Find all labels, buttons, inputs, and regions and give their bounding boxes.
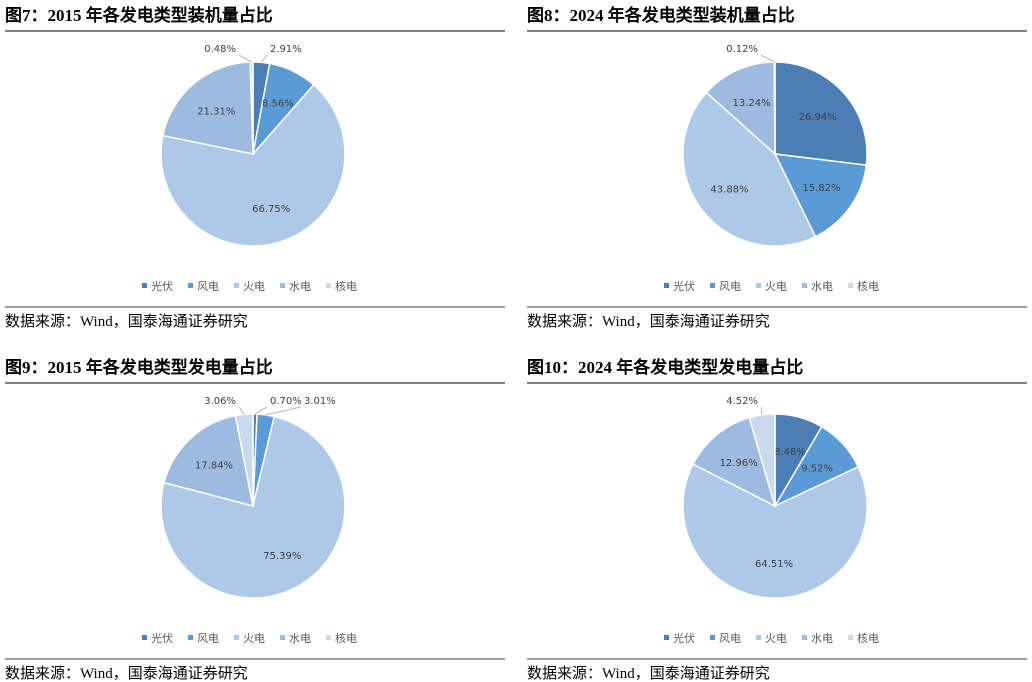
- legend-swatch: [188, 283, 193, 288]
- value-label: 15.82%: [802, 183, 840, 194]
- source-note: 数据来源：Wind，国泰海通证券研究: [527, 313, 770, 330]
- legend-label: 火电: [243, 280, 265, 293]
- legend-label: 光伏: [673, 279, 695, 293]
- legend-swatch: [280, 283, 285, 288]
- value-label: 0.48%: [204, 44, 236, 55]
- source-note: 数据来源：Wind，国泰海通证券研究: [5, 313, 248, 330]
- leader-line: [238, 406, 245, 415]
- value-label: 8.48%: [774, 447, 806, 458]
- chart-title: 图9：2015 年各发电类型发电量占比: [5, 357, 273, 377]
- value-label: 8.56%: [262, 99, 294, 110]
- leader-line: [265, 406, 302, 416]
- legend-swatch: [802, 283, 807, 288]
- pie-slice: [682, 91, 817, 247]
- value-label: 64.51%: [755, 559, 793, 570]
- legend-swatch: [326, 283, 331, 288]
- legend-label: 水电: [289, 280, 311, 293]
- legend-label: 水电: [811, 280, 833, 293]
- leader-line: [238, 54, 252, 63]
- value-label: 2.91%: [270, 44, 302, 55]
- value-label: 17.84%: [195, 460, 233, 471]
- legend-swatch: [710, 283, 715, 288]
- source-note: 数据来源：Wind，国泰海通证券研究: [527, 665, 770, 682]
- legend-label: 光伏: [673, 631, 695, 645]
- pie-slice: [692, 416, 777, 508]
- value-label: 12.96%: [720, 458, 758, 469]
- chart-title: 图8：2024 年各发电类型装机量占比: [527, 5, 795, 25]
- value-label: 0.70%: [270, 396, 302, 407]
- legend-label: 水电: [289, 632, 311, 645]
- pie-slice: [773, 153, 868, 238]
- legend-swatch: [664, 635, 669, 640]
- legend-label: 光伏: [151, 631, 173, 645]
- legend-swatch: [234, 283, 239, 288]
- value-label: 43.88%: [710, 184, 748, 195]
- value-label: 3.06%: [204, 396, 236, 407]
- source-note: 数据来源：Wind，国泰海通证券研究: [5, 665, 248, 682]
- pie-slice: [773, 61, 776, 155]
- leader-line: [760, 406, 763, 415]
- legend-swatch: [848, 283, 853, 288]
- value-label: 13.24%: [732, 98, 770, 109]
- legend-label: 风电: [719, 280, 741, 293]
- value-label: 9.52%: [801, 464, 833, 475]
- legend-label: 光伏: [151, 279, 173, 293]
- pie-slice: [160, 83, 346, 247]
- legend-swatch: [756, 635, 761, 640]
- legend-swatch: [142, 283, 147, 288]
- legend-swatch: [142, 635, 147, 640]
- legend-label: 风电: [197, 632, 219, 645]
- value-label: 0.12%: [726, 44, 758, 55]
- legend-label: 火电: [765, 280, 787, 293]
- pie-slice: [774, 61, 868, 167]
- pie-slice: [161, 61, 254, 155]
- pie-slice: [160, 415, 346, 599]
- legend-label: 火电: [765, 632, 787, 645]
- legend-swatch: [280, 635, 285, 640]
- legend-swatch: [710, 635, 715, 640]
- legend-swatch: [234, 635, 239, 640]
- legend-label: 核电: [335, 631, 357, 645]
- legend-swatch: [756, 283, 761, 288]
- value-label: 75.39%: [263, 551, 301, 562]
- legend-label: 核电: [335, 279, 357, 293]
- legend-label: 核电: [857, 631, 879, 645]
- legend-label: 火电: [243, 632, 265, 645]
- leader-line: [760, 54, 775, 63]
- legend-swatch: [664, 283, 669, 288]
- value-label: 26.94%: [799, 112, 837, 123]
- legend-swatch: [802, 635, 807, 640]
- legend-swatch: [848, 635, 853, 640]
- legend-label: 核电: [857, 279, 879, 293]
- value-label: 66.75%: [252, 204, 290, 215]
- legend-swatch: [188, 635, 193, 640]
- chart-title: 图7：2015 年各发电类型装机量占比: [5, 5, 273, 25]
- legend-swatch: [326, 635, 331, 640]
- leader-line: [254, 406, 268, 415]
- legend-label: 风电: [719, 632, 741, 645]
- legend-label: 水电: [811, 632, 833, 645]
- leader-line: [261, 54, 268, 63]
- value-label: 4.52%: [726, 396, 758, 407]
- pie-slice: [705, 61, 776, 156]
- value-label: 3.01%: [304, 396, 336, 407]
- chart-title: 图10：2024 年各发电类型发电量占比: [527, 357, 803, 377]
- legend-label: 风电: [197, 280, 219, 293]
- pie-slice: [682, 463, 868, 599]
- pie-slice: [163, 414, 254, 508]
- value-label: 21.31%: [197, 106, 235, 117]
